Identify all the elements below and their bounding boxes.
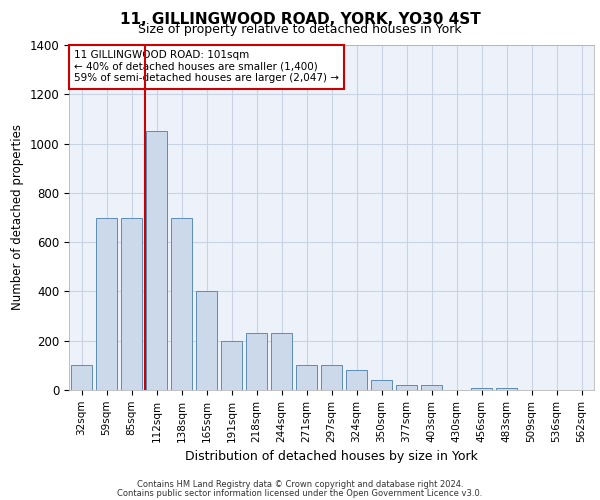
Text: 11, GILLINGWOOD ROAD, YORK, YO30 4ST: 11, GILLINGWOOD ROAD, YORK, YO30 4ST [119,12,481,28]
Bar [196,292,217,390]
Bar [146,132,167,390]
Bar [96,218,117,390]
Bar [221,340,242,390]
Text: 11 GILLINGWOOD ROAD: 101sqm
← 40% of detached houses are smaller (1,400)
59% of : 11 GILLINGWOOD ROAD: 101sqm ← 40% of det… [74,50,339,84]
Text: Contains public sector information licensed under the Open Government Licence v3: Contains public sector information licen… [118,489,482,498]
Text: Size of property relative to detached houses in York: Size of property relative to detached ho… [138,22,462,36]
Bar [346,370,367,390]
Bar [496,388,517,390]
Bar [321,366,342,390]
Bar [271,334,292,390]
Y-axis label: Number of detached properties: Number of detached properties [11,124,24,310]
Bar [396,385,417,390]
X-axis label: Distribution of detached houses by size in York: Distribution of detached houses by size … [185,450,478,463]
Bar [246,334,267,390]
Bar [371,380,392,390]
Text: Contains HM Land Registry data © Crown copyright and database right 2024.: Contains HM Land Registry data © Crown c… [137,480,463,489]
Bar [121,218,142,390]
Bar [171,218,192,390]
Bar [421,385,442,390]
Bar [71,366,92,390]
Bar [471,388,492,390]
Bar [296,366,317,390]
